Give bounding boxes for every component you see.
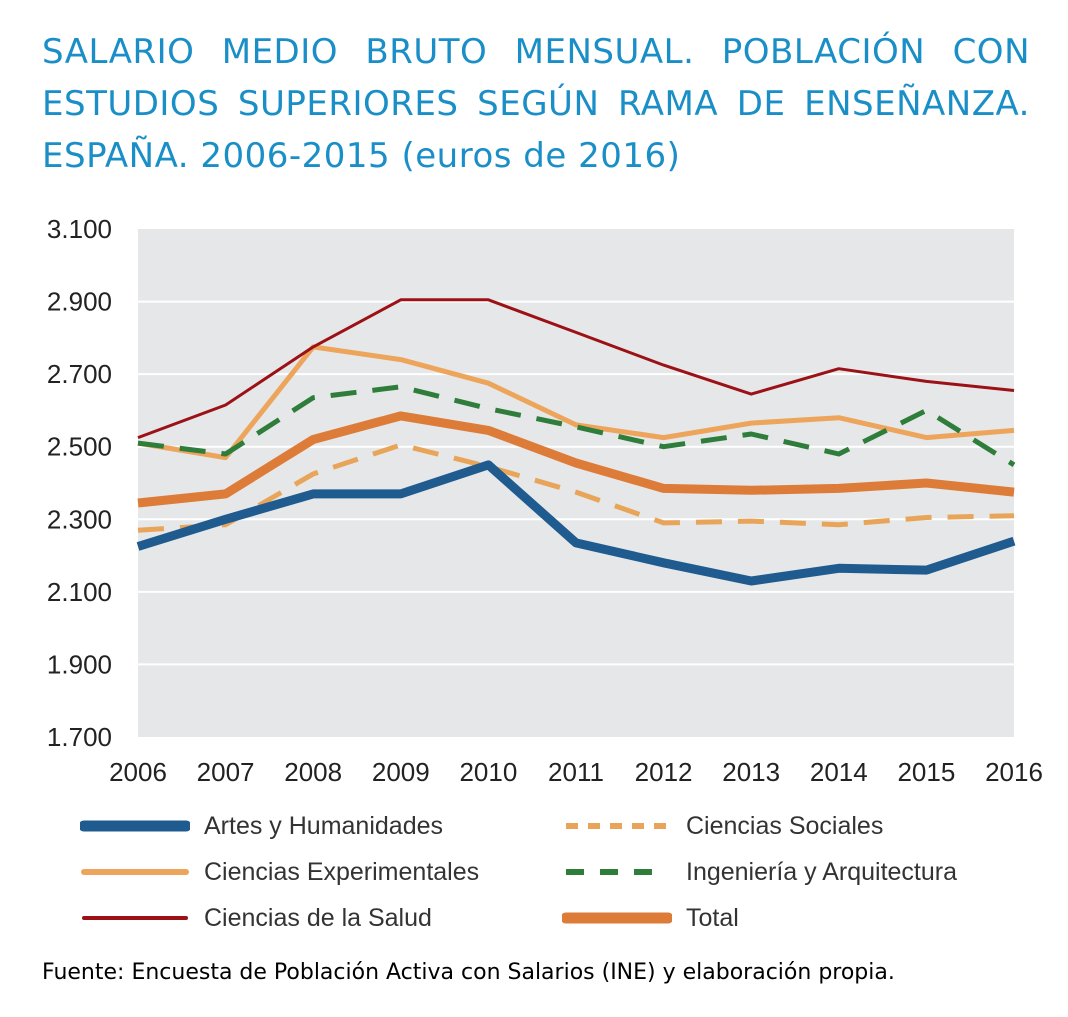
x-tick-label: 2006 [109,757,167,787]
legend-swatch [566,869,668,875]
legend-swatch [82,916,188,920]
x-axis-ticks: 2006 2007 2008 2009 2010 2011 2012 2013 2014 2015… [109,757,1043,787]
legend-item-experimentales: Ciencias Experimentales [80,850,479,894]
x-tick-label: 2007 [197,757,255,787]
legend-label: Artes y Humanidades [204,811,444,840]
legend-item-total: Total [562,896,739,940]
legend-swatch [80,820,190,832]
legend: Artes y Humanidades Ciencias Sociales Ci… [0,800,1068,950]
legend-item-ingenieria: Ingeniería y Arquitectura [562,850,957,894]
gridlines [138,300,1014,666]
legend-swatch [562,912,672,924]
x-tick-label: 2014 [810,757,868,787]
chart-title: SALARIO MEDIO BRUTO MENSUAL. POBLACIÓN C… [42,32,1030,176]
x-tick-label: 2009 [372,757,430,787]
y-tick-label: 2.500 [47,432,112,462]
y-tick-label: 1.700 [47,722,112,752]
legend-item-salud: Ciencias de la Salud [80,896,432,940]
series-line-4 [137,298,1015,440]
x-tick-label: 2011 [548,757,604,787]
y-tick-label: 2.100 [47,577,112,607]
legend-swatch [81,869,189,875]
line-chart: 1.700 1.900 2.100 2.300 2.500 2.700 2.900 3.100… [47,214,1043,787]
series-line-3 [137,384,1016,468]
x-tick-label: 2013 [722,757,780,787]
y-tick-label: 1.900 [47,649,112,679]
series-line-2 [137,344,1015,461]
legend-label: Ingeniería y Arquitectura [686,857,957,886]
x-tick-label: 2015 [897,757,955,787]
y-tick-label: 2.900 [47,287,112,317]
y-axis-ticks: 1.700 1.900 2.100 2.300 2.500 2.700 2.900 3.100 [47,214,112,752]
legend-item-artes: Artes y Humanidades [80,804,443,848]
legend-label: Ciencias Experimentales [204,857,480,886]
legend-label: Ciencias Sociales [686,811,884,840]
legend-label: Total [686,903,739,932]
y-tick-label: 3.100 [47,214,112,244]
legend-label: Ciencias de la Salud [204,903,432,932]
series-line-5 [137,411,1015,508]
x-tick-label: 2010 [459,757,517,787]
source-note: Fuente: Encuesta de Población Activa con… [42,960,895,985]
series-line-0 [136,460,1016,586]
x-tick-label: 2008 [284,757,342,787]
y-tick-label: 2.300 [47,504,112,534]
x-tick-label: 2012 [635,757,693,787]
y-tick-label: 2.700 [47,359,112,389]
series-line-1 [137,442,1015,533]
legend-swatch [566,823,668,829]
legend-item-sociales: Ciencias Sociales [562,804,883,848]
x-tick-label: 2016 [985,757,1043,787]
series-lines [136,298,1016,586]
